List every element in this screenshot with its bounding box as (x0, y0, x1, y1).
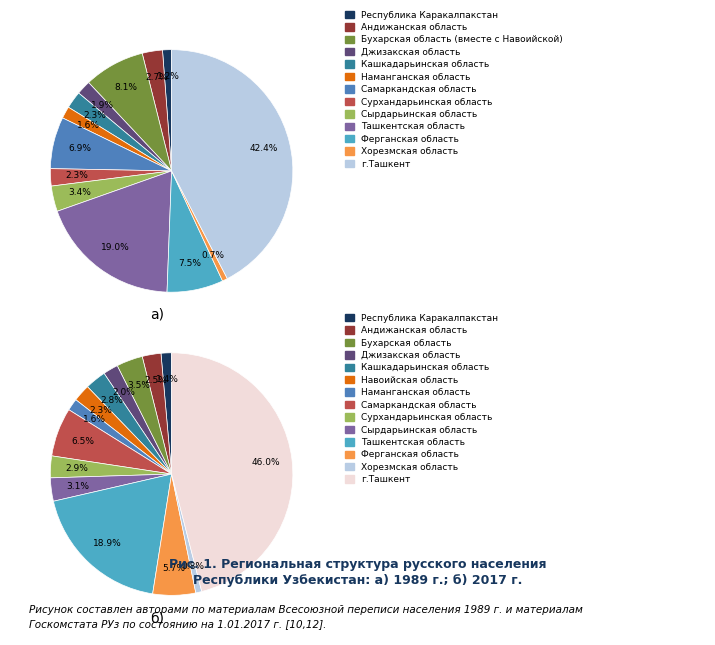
Text: 2.8%: 2.8% (101, 396, 124, 405)
Wedge shape (50, 456, 172, 478)
Wedge shape (167, 171, 222, 292)
Text: 2.5%: 2.5% (144, 376, 167, 385)
Text: 3.1%: 3.1% (66, 482, 89, 491)
Wedge shape (142, 50, 172, 171)
Wedge shape (62, 107, 172, 171)
Wedge shape (172, 171, 227, 281)
Text: а): а) (150, 308, 164, 322)
Wedge shape (87, 373, 172, 474)
Text: 46.0%: 46.0% (251, 458, 280, 467)
Legend: Республика Каракалпакстан, Андижанская область, Бухарская область (вместе с Наво: Республика Каракалпакстан, Андижанская о… (343, 8, 564, 170)
Text: Республики Узбекистан: а) 1989 г.; б) 2017 г.: Республики Узбекистан: а) 1989 г.; б) 20… (193, 574, 522, 587)
Wedge shape (142, 353, 172, 474)
Text: 5.7%: 5.7% (162, 564, 185, 573)
Text: 19.0%: 19.0% (101, 243, 130, 252)
Text: 0.8%: 0.8% (182, 562, 204, 571)
Text: 2.3%: 2.3% (84, 111, 107, 120)
Wedge shape (51, 171, 172, 212)
Text: б): б) (150, 611, 164, 625)
Wedge shape (104, 366, 172, 474)
Wedge shape (69, 93, 172, 171)
Wedge shape (54, 474, 172, 594)
Text: 8.1%: 8.1% (115, 83, 138, 92)
Text: 42.4%: 42.4% (250, 144, 277, 153)
Text: 2.3%: 2.3% (66, 172, 89, 181)
Legend: Республика Каракалпакстан, Андижанская область, Бухарская область, Джизакская об: Республика Каракалпакстан, Андижанская о… (343, 312, 500, 486)
Wedge shape (117, 357, 172, 474)
Text: 6.9%: 6.9% (68, 144, 91, 154)
Text: 2.3%: 2.3% (90, 406, 113, 415)
Wedge shape (152, 474, 196, 595)
Wedge shape (50, 168, 172, 186)
Wedge shape (50, 474, 172, 501)
Wedge shape (50, 118, 172, 171)
Wedge shape (79, 83, 172, 171)
Text: 6.5%: 6.5% (72, 437, 94, 446)
Text: 1.9%: 1.9% (92, 101, 114, 110)
Text: 7.5%: 7.5% (179, 259, 202, 268)
Text: Госкомстата РУз по состоянию на 1.01.2017 г. [10,12].: Госкомстата РУз по состоянию на 1.01.201… (29, 619, 326, 630)
Text: 1.2%: 1.2% (157, 72, 179, 81)
Wedge shape (162, 50, 172, 171)
Text: Рис. 1. Региональная структура русского населения: Рис. 1. Региональная структура русского … (169, 558, 546, 571)
Wedge shape (51, 410, 172, 474)
Text: 1.6%: 1.6% (82, 415, 106, 424)
Text: 1.4%: 1.4% (156, 375, 179, 384)
Text: 3.4%: 3.4% (68, 188, 91, 197)
Wedge shape (69, 400, 172, 474)
Text: 2.9%: 2.9% (66, 464, 89, 473)
Text: 3.5%: 3.5% (127, 381, 150, 390)
Text: 2.7%: 2.7% (145, 73, 168, 82)
Text: 0.7%: 0.7% (202, 252, 225, 261)
Wedge shape (172, 474, 202, 593)
Text: Рисунок составлен авторами по материалам Всесоюзной переписи населения 1989 г. и: Рисунок составлен авторами по материалам… (29, 604, 583, 615)
Wedge shape (76, 387, 172, 474)
Wedge shape (161, 353, 172, 474)
Text: 2.0%: 2.0% (112, 388, 135, 397)
Wedge shape (172, 353, 293, 591)
Wedge shape (57, 171, 172, 292)
Wedge shape (172, 50, 293, 279)
Text: 1.6%: 1.6% (77, 121, 100, 130)
Text: 18.9%: 18.9% (93, 539, 122, 548)
Wedge shape (89, 54, 172, 171)
